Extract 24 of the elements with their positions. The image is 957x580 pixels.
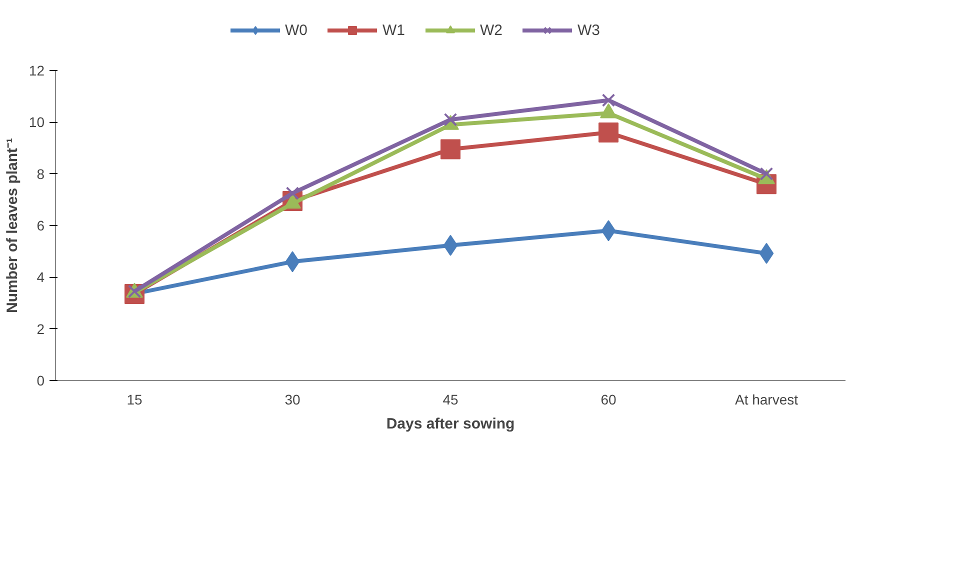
y-axis-title: Number of leaves plant⁻¹ xyxy=(4,138,21,314)
y-tick-label: 10 xyxy=(28,114,45,130)
y-tick-label: 6 xyxy=(36,218,45,234)
y-tick-label: 4 xyxy=(36,269,45,286)
y-tick-label: 2 xyxy=(36,320,45,337)
x-tick-label: 30 xyxy=(284,392,300,408)
x-tick-label: 15 xyxy=(126,392,142,408)
x-tick-label: 60 xyxy=(600,392,616,408)
y-tick-label: 12 xyxy=(28,62,45,78)
point xyxy=(440,139,460,160)
legend-label: W3 xyxy=(577,20,600,40)
y-tick-label: 0 xyxy=(36,372,45,388)
point xyxy=(598,122,618,142)
x-axis-title: Days after sowing xyxy=(386,416,515,432)
x-tick-label: At harvest xyxy=(734,392,798,408)
legend-label: W2 xyxy=(480,20,502,40)
legend-label: W0 xyxy=(284,20,308,40)
point xyxy=(444,112,458,126)
point xyxy=(602,94,616,107)
point xyxy=(286,186,300,200)
legend-label: W1 xyxy=(382,20,405,40)
point xyxy=(760,167,774,180)
y-tick-label: 8 xyxy=(36,166,45,182)
x-tick-label: 45 xyxy=(442,392,458,408)
